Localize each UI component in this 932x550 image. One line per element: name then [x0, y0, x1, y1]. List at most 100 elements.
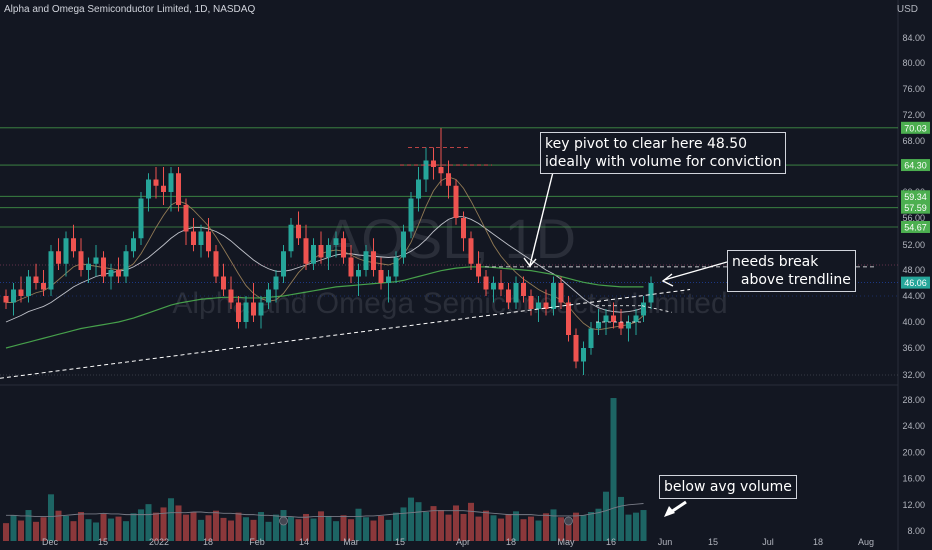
candle-body [356, 270, 361, 277]
candle-body [476, 263, 481, 277]
candle-body [123, 251, 129, 277]
candle-body [326, 245, 331, 258]
volume-bar [423, 512, 429, 541]
volume-bar [145, 504, 152, 541]
candle-body [648, 283, 654, 303]
volume-bar [63, 515, 69, 541]
volume-bar [265, 521, 272, 541]
candle-body [558, 283, 564, 303]
volume-bar [565, 518, 572, 541]
time-tick-label: 18 [506, 537, 516, 547]
volume-bar [25, 510, 32, 541]
volume-bar [618, 496, 624, 541]
price-tick-label: 32.00 [902, 370, 925, 380]
trendline-annotation[interactable]: needs break above trendline [727, 250, 856, 292]
volume-bar [393, 512, 399, 541]
currency-label: USD [896, 4, 918, 15]
volume-bar [580, 515, 587, 541]
volume-bar [70, 521, 77, 541]
volume-annotation[interactable]: below avg volume [659, 475, 797, 499]
time-tick-label: 18 [813, 537, 823, 547]
candle-body [161, 185, 166, 192]
volume-bar [85, 519, 92, 541]
candle-body [431, 160, 436, 167]
volume-bar [3, 523, 9, 541]
price-label: 46.06 [904, 278, 927, 288]
candle-body [71, 238, 76, 252]
volume-tick-label: 20.00 [902, 447, 925, 457]
volume-bar [505, 513, 512, 541]
candle-body [78, 251, 84, 270]
volume-average-line [6, 503, 644, 518]
price-tick-label: 68.00 [902, 136, 925, 146]
price-label: 59.34 [904, 192, 927, 202]
candle-body [551, 283, 556, 309]
candle-body [416, 179, 421, 199]
volume-bar [340, 515, 347, 541]
time-tick-label: Jun [658, 537, 673, 547]
candle-body [153, 179, 159, 186]
volume-bar [220, 517, 227, 541]
volume-bar [558, 517, 564, 541]
volume-bar [603, 491, 609, 541]
time-tick-label: 15 [708, 537, 718, 547]
time-tick-label: Mar [343, 537, 359, 547]
candle-body [236, 302, 241, 322]
volume-bar [280, 510, 287, 541]
time-tick-label: 16 [606, 537, 616, 547]
volume-bar [333, 521, 339, 541]
candle-body [491, 283, 496, 290]
volume-bar [303, 513, 309, 541]
volume-bar [325, 515, 332, 541]
candle-body [618, 322, 624, 329]
volume-bar [108, 518, 114, 541]
volume-bar [318, 511, 324, 541]
candle-body [536, 302, 541, 309]
candle-body [438, 167, 444, 174]
volume-bar [610, 398, 617, 541]
volume-bar [168, 498, 174, 541]
volume-bar [250, 519, 257, 541]
time-tick-label: Dec [42, 537, 59, 547]
volume-bar [123, 521, 129, 541]
pivot-annotation[interactable]: key pivot to clear here 48.50 ideally wi… [540, 132, 787, 174]
candle-body [191, 231, 196, 245]
volume-bar [535, 520, 542, 541]
candle-body [116, 270, 121, 277]
price-tick-label: 80.00 [902, 58, 925, 68]
candle-body [26, 276, 31, 296]
time-tick-label: May [557, 537, 575, 547]
candle-body [468, 238, 474, 264]
candle-body [93, 257, 99, 264]
volume-bar [153, 512, 159, 541]
volume-bar [483, 510, 489, 541]
candle-body [528, 296, 534, 309]
price-label: 64.30 [904, 161, 927, 171]
volume-bar [490, 515, 497, 541]
pivot-arrowhead [523, 257, 537, 268]
volume-bar [370, 520, 377, 541]
volume-tick-label: 24.00 [902, 421, 925, 431]
rising-trendline [0, 289, 691, 379]
volume-bar [115, 516, 122, 541]
candle-body [446, 173, 451, 186]
candle-body [183, 205, 189, 232]
candle-body [588, 328, 594, 348]
volume-bar [475, 516, 482, 541]
volume-bar [363, 517, 369, 541]
candle-body [131, 238, 136, 252]
candle-body [251, 302, 256, 316]
candle-body [566, 302, 571, 335]
volume-tick-label: 16.00 [902, 474, 925, 484]
price-label-box [901, 190, 930, 203]
volume-bar [550, 509, 557, 541]
moving-average-line [5, 266, 644, 349]
candle-body [311, 245, 316, 264]
candle-body [318, 245, 324, 258]
candle-body [596, 322, 601, 329]
candle-body [243, 302, 249, 322]
candle-body [453, 185, 459, 218]
volume-bar [93, 522, 99, 541]
candle-body [168, 173, 174, 192]
